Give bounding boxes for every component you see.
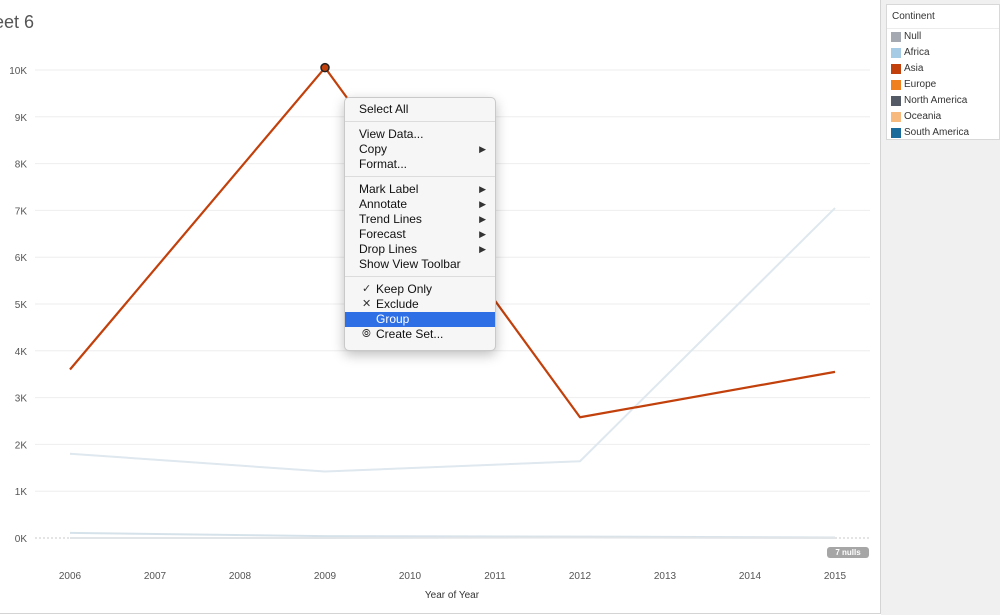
menu-item-label: Mark Label [359, 182, 419, 196]
x-tick-label: 2014 [739, 571, 762, 582]
submenu-arrow-icon: ▶ [479, 244, 486, 254]
selected-mark[interactable] [320, 62, 330, 73]
menu-item-label: View Data... [359, 127, 424, 141]
menu-item-label: Create Set... [376, 327, 444, 341]
y-tick-label: 1K [15, 487, 28, 498]
menu-item-label: Exclude [376, 297, 419, 311]
menu-item-forecast[interactable]: Forecast ▶ [345, 227, 495, 242]
y-tick-label: 4K [15, 347, 28, 358]
x-tick-label: 2006 [59, 571, 82, 582]
legend-item-north-america[interactable]: North America [887, 93, 999, 109]
menu-item-copy[interactable]: Copy ▶ [345, 142, 495, 157]
menu-item-view-data[interactable]: View Data... [345, 127, 495, 142]
y-tick-label: 10K [9, 66, 27, 77]
y-tick-label: 5K [15, 300, 28, 311]
legend-label: Oceania [904, 111, 942, 122]
menu-item-group[interactable]: Group [345, 312, 495, 327]
legend-swatch [891, 128, 901, 138]
x-icon: ✕ [362, 298, 372, 310]
y-tick-label: 8K [15, 160, 28, 171]
submenu-arrow-icon: ▶ [479, 184, 486, 194]
legend-item-oceania[interactable]: Oceania [887, 109, 999, 125]
x-axis-title: Year of Year [425, 590, 480, 601]
legend-swatch [891, 32, 901, 42]
legend-swatch [891, 80, 901, 90]
legend-swatch [891, 64, 901, 74]
legend-swatch [891, 112, 901, 122]
menu-separator [345, 176, 495, 177]
legend-label: Null [904, 31, 922, 42]
submenu-arrow-icon: ▶ [479, 214, 486, 224]
x-tick-label: 2010 [399, 571, 422, 582]
menu-item-label: Annotate [359, 197, 408, 211]
menu-item-trend-lines[interactable]: Trend Lines ▶ [345, 212, 495, 227]
series-line-africa[interactable] [69, 207, 836, 473]
menu-item-label: Keep Only [376, 282, 433, 296]
x-tick-label: 2012 [569, 571, 592, 582]
menu-item-label: Copy [359, 142, 388, 156]
legend-title: Continent [887, 5, 999, 29]
color-legend[interactable]: Continent Null Africa Asia Europe North Amer… [886, 4, 1000, 140]
menu-item-label: Forecast [359, 227, 406, 241]
check-icon: ✓ [362, 283, 372, 295]
set-icon: ⦾ [362, 328, 371, 340]
y-tick-label: 0K [15, 534, 28, 545]
legend-label: Africa [904, 47, 930, 58]
menu-item-label: Select All [359, 102, 409, 116]
legend-label: Asia [904, 63, 924, 74]
submenu-arrow-icon: ▶ [479, 144, 486, 154]
menu-item-drop-lines[interactable]: Drop Lines ▶ [345, 242, 495, 257]
y-tick-label: 2K [15, 440, 28, 451]
legend-label: North America [904, 95, 968, 106]
submenu-arrow-icon: ▶ [479, 229, 486, 239]
legend-item-europe[interactable]: Europe [887, 77, 999, 93]
legend-label: Europe [904, 79, 937, 90]
legend-item-null[interactable]: Null [887, 29, 999, 45]
y-tick-label: 3K [15, 394, 28, 405]
menu-item-format[interactable]: Format... [345, 157, 495, 172]
menu-separator [345, 276, 495, 277]
line-chart[interactable]: 0K 1K 2K 3K 4K 5K 6K 7K 8K 9K 10K 2006 2007 2008 2009 2… [0, 0, 880, 613]
x-tick-label: 2007 [144, 571, 167, 582]
menu-item-label: Format... [359, 157, 408, 171]
legend-swatch [891, 96, 901, 106]
menu-item-keep-only[interactable]: ✓ Keep Only [345, 282, 495, 297]
menu-item-label: Group [376, 312, 410, 326]
x-tick-label: 2008 [229, 571, 252, 582]
legend-swatch [891, 48, 901, 58]
y-tick-label: 9K [15, 113, 28, 124]
x-tick-label: 2013 [654, 571, 677, 582]
x-tick-label: 2015 [824, 571, 847, 582]
legend-item-africa[interactable]: Africa [887, 45, 999, 61]
menu-item-label: Drop Lines [359, 242, 418, 256]
submenu-arrow-icon: ▶ [479, 199, 486, 209]
legend-item-south-america[interactable]: South America [887, 125, 999, 141]
menu-separator [345, 121, 495, 122]
menu-item-show-view-toolbar[interactable]: Show View Toolbar [345, 257, 495, 272]
context-menu[interactable]: Select All View Data... Copy ▶ Format... Mark… [344, 97, 496, 351]
x-tick-label: 2009 [314, 571, 337, 582]
x-tick-label: 2011 [484, 571, 506, 582]
menu-item-select-all[interactable]: Select All [345, 102, 495, 117]
legend-label: South America [904, 127, 970, 138]
menu-item-annotate[interactable]: Annotate ▶ [345, 197, 495, 212]
menu-item-create-set[interactable]: ⦾ Create Set... [345, 327, 495, 342]
menu-item-exclude[interactable]: ✕ Exclude [345, 297, 495, 312]
y-tick-label: 6K [15, 253, 28, 264]
legend-item-asia[interactable]: Asia [887, 61, 999, 77]
menu-item-label: Trend Lines [359, 212, 422, 226]
null-count-badge[interactable]: 7 nulls [827, 547, 869, 558]
menu-item-mark-label[interactable]: Mark Label ▶ [345, 182, 495, 197]
sheet-title: eet 6 [0, 12, 35, 32]
y-tick-label: 7K [15, 206, 28, 217]
menu-item-label: Show View Toolbar [359, 257, 461, 271]
